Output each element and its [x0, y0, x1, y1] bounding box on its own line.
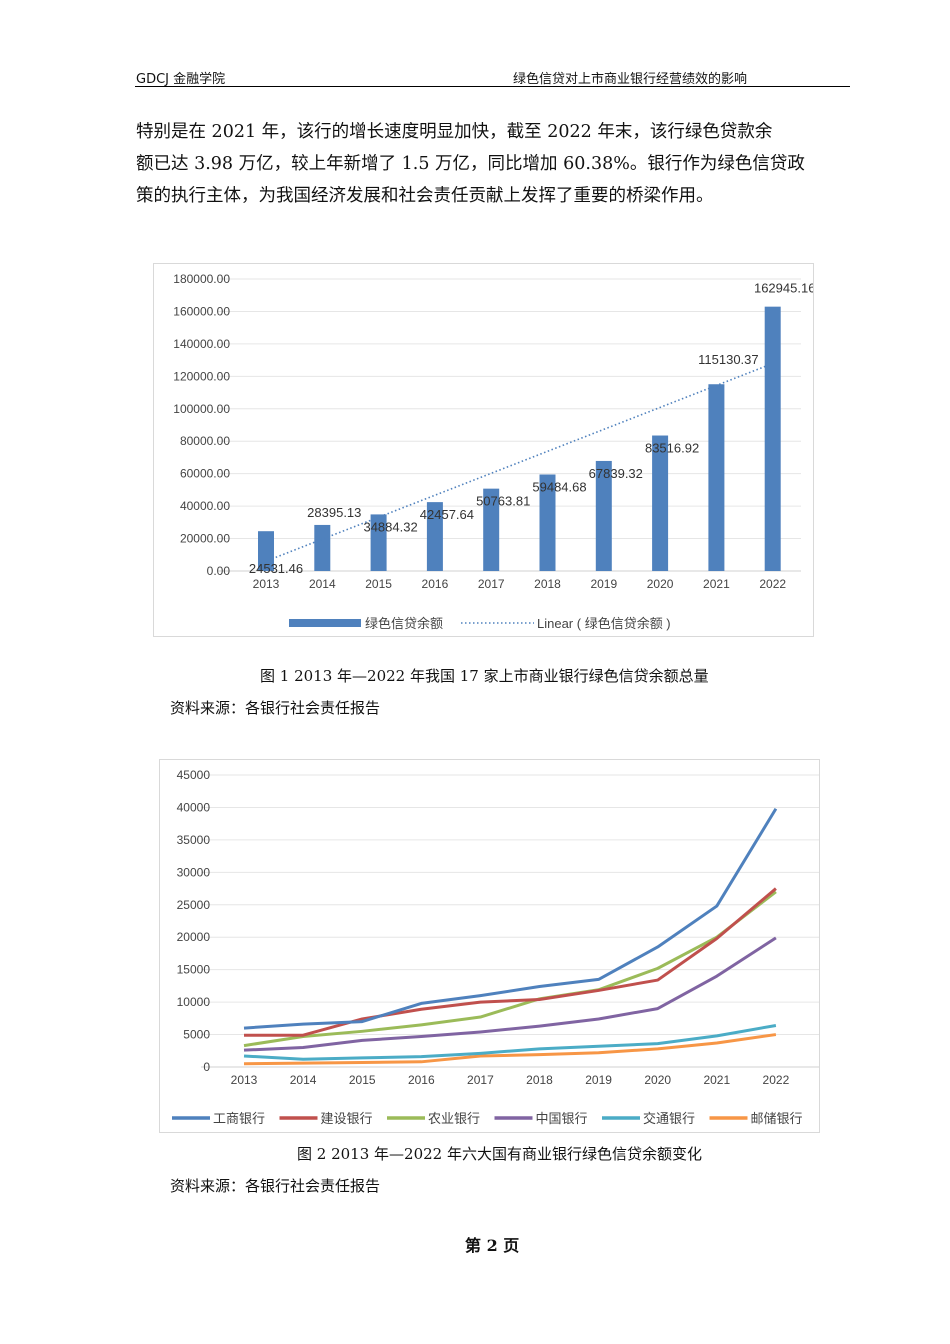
bar [258, 531, 274, 571]
legend-label: 中国银行 [536, 1111, 588, 1126]
body-line: 策的执行主体，为我国经济发展和社会责任贡献上发挥了重要的桥梁作用。 [136, 186, 714, 206]
y-tick-label: 20000 [177, 930, 211, 944]
x-tick-label: 2021 [703, 577, 730, 591]
legend-label: 邮储银行 [751, 1111, 803, 1126]
bar [708, 384, 725, 571]
data-label: 24531.46 [249, 561, 303, 576]
bar [539, 474, 556, 571]
x-tick-label: 2022 [759, 577, 786, 591]
trendline [271, 365, 767, 560]
x-tick-label: 2019 [590, 577, 617, 591]
bar [595, 460, 612, 571]
x-tick-label: 2018 [534, 577, 561, 591]
series-line [243, 890, 777, 1048]
body-paragraph: 特别是在 2021 年，该行的增长速度明显加快，截至 2022 年末，该行绿色贷… [136, 116, 836, 212]
x-tick-label: 2022 [763, 1073, 790, 1087]
x-tick-label: 2020 [644, 1073, 671, 1087]
data-label: 59484.68 [532, 480, 586, 495]
y-tick-label: 25000 [177, 898, 211, 912]
y-tick-label: 10000 [177, 995, 211, 1009]
x-tick-label: 2018 [526, 1073, 553, 1087]
figure2-source: 资料来源：各银行社会责任报告 [170, 1177, 381, 1195]
x-tick-label: 2019 [585, 1073, 612, 1087]
figure1-chart: 0.00 20000.00 40000.00 60000.00 80000.00 1000… [153, 263, 815, 637]
data-label: 50763.81 [476, 494, 530, 509]
x-tick-label: 2014 [290, 1073, 317, 1087]
legend-label: 交通银行 [643, 1111, 695, 1126]
x-tick-label: 2017 [478, 577, 505, 591]
x-tick-label: 2016 [422, 577, 449, 591]
legend-swatch [289, 619, 361, 627]
y-tick-label: 40000.00 [180, 499, 230, 513]
body-line: 特别是在 2021 年，该行的增长速度明显加快，截至 2022 年末，该行绿色贷… [136, 122, 773, 142]
x-tick-label: 2015 [365, 577, 392, 591]
bar-chart: 0.00 20000.00 40000.00 60000.00 80000.00 1000… [173, 272, 815, 631]
data-label: 162945.16 [754, 281, 813, 296]
x-tick-label: 2015 [349, 1073, 376, 1087]
y-tick-label: 100000.00 [173, 402, 230, 416]
figure1-caption: 图 1 2013 年—2022 年我国 17 家上市商业银行绿色信贷余额总量 [260, 667, 709, 685]
header-rule [135, 86, 850, 87]
y-tick-label: 45000 [177, 768, 211, 782]
y-tick-label: 60000.00 [180, 467, 230, 481]
line-chart: 0 5000 10000 15000 20000 25000 30000 35000 40000… [172, 768, 820, 1126]
bar [370, 514, 387, 571]
legend-label: 工商银行 [213, 1111, 265, 1126]
x-tick-label: 2017 [467, 1073, 494, 1087]
series-line [243, 936, 777, 1052]
series-line [244, 887, 777, 1037]
series-line [243, 1023, 777, 1061]
data-label: 42457.64 [420, 507, 474, 522]
series-line [243, 1033, 777, 1066]
y-tick-label: 180000.00 [173, 272, 230, 286]
y-tick-label: 5000 [183, 1028, 210, 1042]
data-label: 115130.37 [698, 352, 759, 367]
bar [483, 488, 500, 571]
data-label: 83516.92 [645, 441, 699, 456]
page-number: 第 2 页 [465, 1236, 520, 1255]
x-tick-label: 2020 [647, 577, 674, 591]
y-tick-label: 35000 [177, 833, 211, 847]
y-tick-label: 0.00 [207, 564, 231, 578]
bar [652, 435, 669, 571]
y-tick-label: 140000.00 [173, 337, 230, 351]
legend-label: 农业银行 [428, 1111, 480, 1126]
y-tick-label: 0 [203, 1060, 210, 1074]
x-tick-label: 2021 [703, 1073, 730, 1087]
y-tick-label: 160000.00 [173, 304, 230, 318]
bar [314, 524, 331, 571]
legend-label: Linear ( 绿色信贷余额 ) [537, 616, 671, 631]
x-tick-label: 2013 [253, 577, 280, 591]
y-tick-label: 40000 [177, 800, 211, 814]
figure2-caption: 图 2 2013 年—2022 年六大国有商业银行绿色信贷余额变化 [297, 1145, 702, 1163]
y-tick-label: 15000 [177, 963, 211, 977]
x-tick-label: 2016 [408, 1073, 435, 1087]
y-tick-label: 30000 [177, 865, 211, 879]
legend-label: 绿色信贷余额 [365, 616, 443, 631]
y-tick-label: 20000.00 [180, 532, 230, 546]
data-label: 28395.13 [307, 505, 361, 520]
y-tick-label: 120000.00 [173, 369, 230, 383]
bar [426, 502, 443, 571]
data-label: 34884.32 [363, 519, 417, 534]
y-tick-label: 80000.00 [180, 434, 230, 448]
legend-label: 建设银行 [321, 1111, 373, 1126]
data-label: 67839.32 [589, 466, 643, 481]
header-left: GDCJ 金融学院 [136, 72, 226, 87]
figure1-source: 资料来源：各银行社会责任报告 [170, 699, 381, 717]
header-right: 绿色信贷对上市商业银行经营绩效的影响 [513, 72, 748, 87]
figure2-chart: 0 5000 10000 15000 20000 25000 30000 35000 40000… [159, 759, 820, 1133]
series-line [243, 807, 778, 1030]
body-line: 额已达 3.98 万亿，较上年新增了 1.5 万亿，同比增加 60.38%。银行… [136, 154, 805, 174]
x-tick-label: 2014 [309, 577, 336, 591]
x-tick-label: 2013 [231, 1073, 258, 1087]
bar [764, 306, 781, 571]
